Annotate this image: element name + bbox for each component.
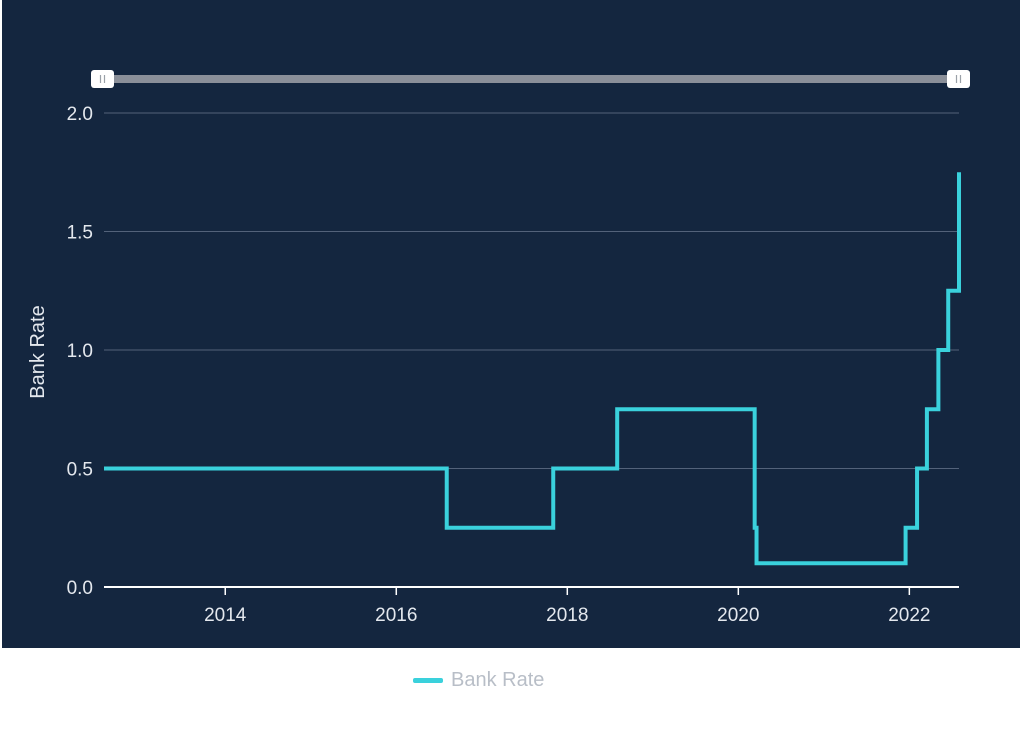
x-axis: 2014 2016 2018 2020 2022 bbox=[104, 586, 959, 626]
y-tick-label: 1.5 bbox=[67, 223, 93, 244]
legend-swatch bbox=[413, 677, 443, 683]
y-tick-label: 0.0 bbox=[67, 578, 93, 599]
legend[interactable]: Bank Rate bbox=[413, 666, 544, 694]
chart-panel: 0.0 0.5 1.0 1.5 2.0 2014 2016 2018 2020 2022 Ban… bbox=[2, 0, 1020, 648]
y-tick-label: 0.5 bbox=[67, 460, 93, 481]
range-slider-handle-right[interactable] bbox=[947, 70, 970, 88]
series-layer bbox=[104, 172, 961, 566]
y-axis: 0.0 0.5 1.0 1.5 2.0 bbox=[67, 104, 93, 599]
y-tick-label: 1.0 bbox=[67, 341, 93, 362]
range-slider[interactable] bbox=[91, 70, 970, 88]
x-tick-label: 2018 bbox=[546, 605, 588, 626]
range-slider-handle-left[interactable] bbox=[91, 70, 114, 88]
chart-background bbox=[2, 0, 1020, 648]
series-line-bank-rate bbox=[104, 172, 961, 566]
legend-label-bank-rate: Bank Rate bbox=[451, 668, 545, 691]
y-tick-label: 2.0 bbox=[67, 104, 93, 125]
y-axis-title: Bank Rate bbox=[27, 305, 49, 398]
x-tick-label: 2020 bbox=[717, 605, 759, 626]
x-tick-label: 2016 bbox=[375, 605, 417, 626]
x-tick-label: 2014 bbox=[204, 605, 247, 626]
range-slider-track[interactable] bbox=[100, 75, 962, 83]
chart-svg: 0.0 0.5 1.0 1.5 2.0 2014 2016 2018 2020 2022 Ban… bbox=[2, 0, 1020, 648]
x-tick-label: 2022 bbox=[888, 605, 930, 626]
